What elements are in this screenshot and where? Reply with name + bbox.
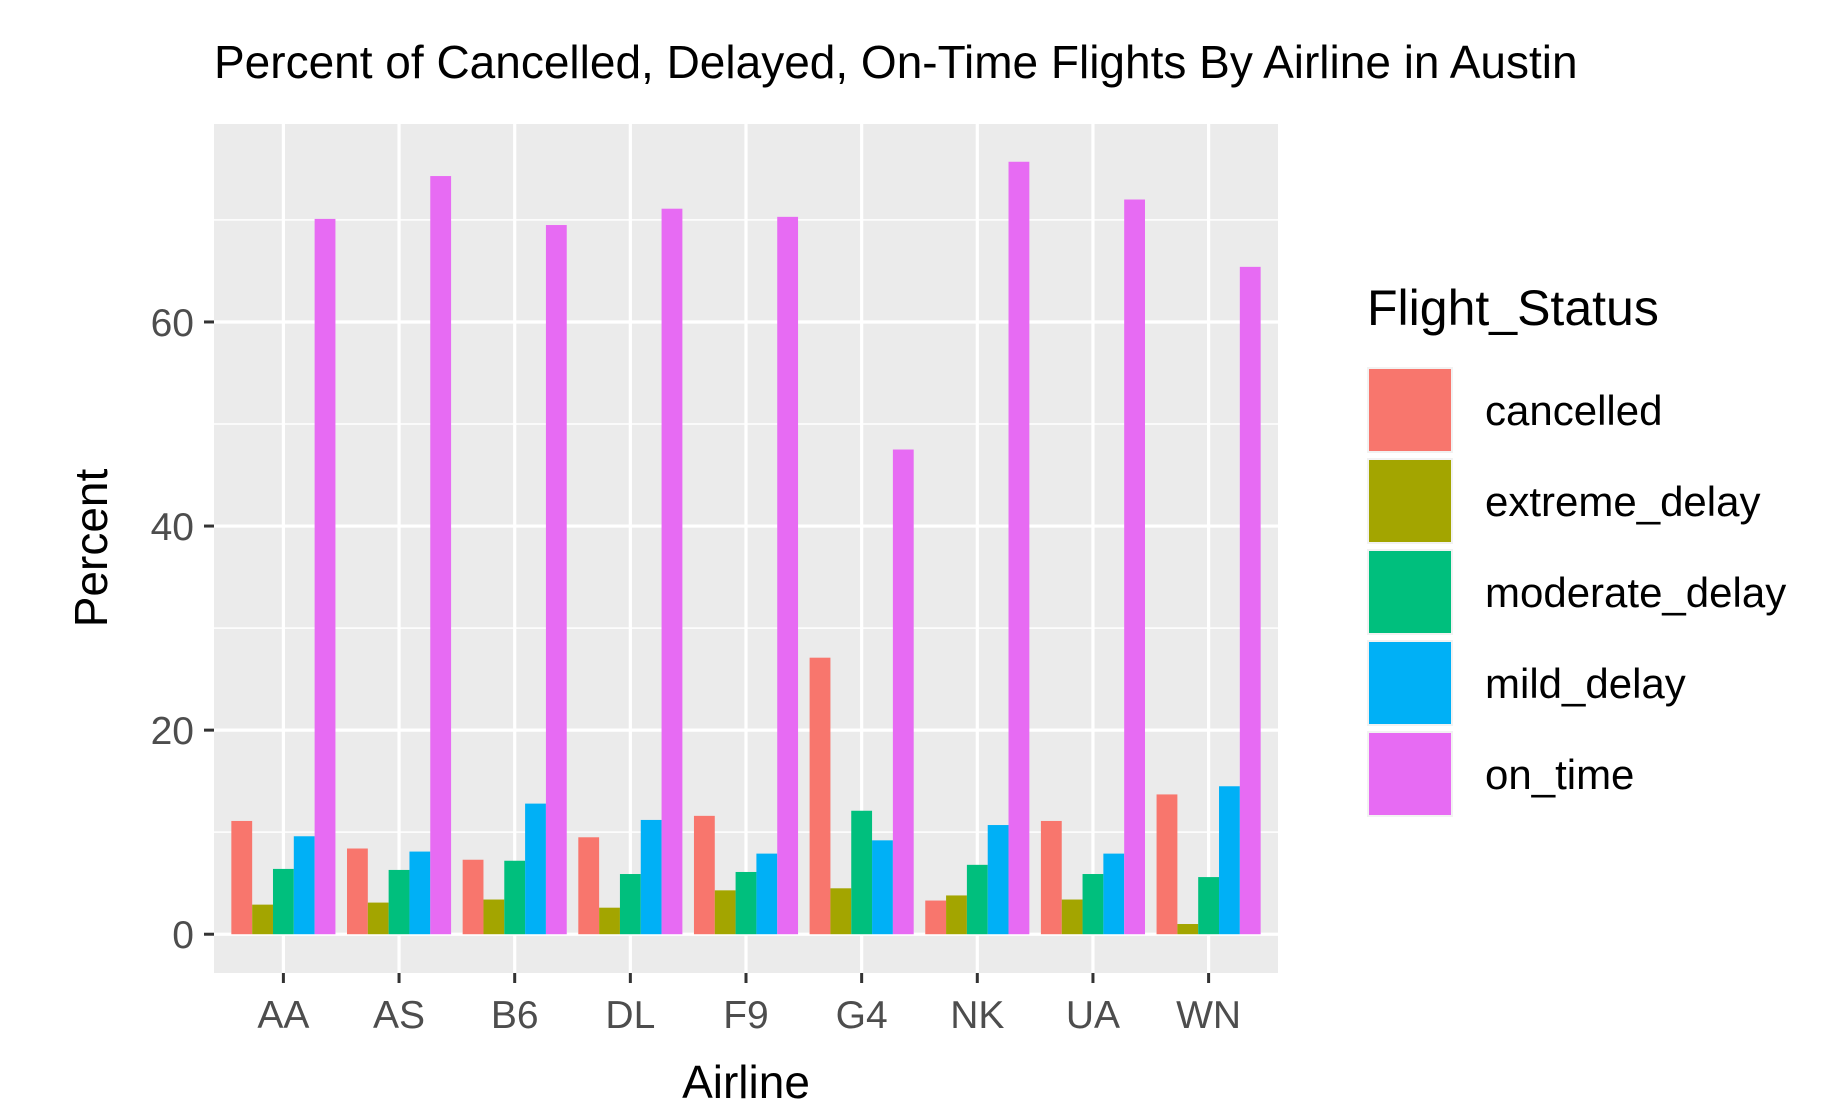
bar-mild_delay-B6 <box>525 803 546 935</box>
legend-key-cancelled <box>1369 369 1451 451</box>
x-axis-title: Airline <box>682 1056 810 1108</box>
x-tick-label: WN <box>1176 994 1241 1037</box>
legend-key-extreme_delay <box>1369 460 1451 542</box>
x-tick-label: AS <box>373 994 425 1037</box>
bar-on_time-B6 <box>545 225 567 935</box>
bar-extreme_delay-UA <box>1061 899 1083 935</box>
x-tick-label: F9 <box>723 994 769 1037</box>
y-tick-label: 40 <box>151 506 194 549</box>
grid <box>214 124 1278 973</box>
legend-label-extreme_delay: extreme_delay <box>1485 478 1760 525</box>
bar-on_time-AA <box>314 218 336 935</box>
bar-extreme_delay-G4 <box>830 888 852 935</box>
bar-on_time-NK <box>1008 161 1030 935</box>
bar-mild_delay-NK <box>987 825 1009 935</box>
legend-key-mild_delay <box>1369 642 1451 724</box>
legend-key-on_time <box>1369 733 1451 815</box>
bar-extreme_delay-NK <box>946 895 967 935</box>
bar-mild_delay-UA <box>1103 853 1125 935</box>
bar-cancelled-B6 <box>462 859 484 935</box>
x-tick-label: DL <box>605 994 655 1037</box>
x-tick-label: G4 <box>836 994 888 1037</box>
bar-cancelled-WN <box>1156 794 1178 935</box>
bar-mild_delay-DL <box>640 819 662 935</box>
x-tick-label: B6 <box>491 994 539 1037</box>
y-axis-title: Percent <box>65 469 117 628</box>
bar-on_time-DL <box>661 208 683 935</box>
bar-moderate_delay-UA <box>1082 874 1104 935</box>
bar-moderate_delay-DL <box>619 874 641 935</box>
bar-extreme_delay-AS <box>367 902 389 935</box>
bar-moderate_delay-G4 <box>851 810 873 935</box>
bar-moderate_delay-AS <box>388 869 410 935</box>
bar-mild_delay-F9 <box>756 853 778 935</box>
legend-label-cancelled: cancelled <box>1485 387 1662 434</box>
bar-moderate_delay-B6 <box>504 860 526 935</box>
bar-cancelled-DL <box>578 837 600 935</box>
chart-title: Percent of Cancelled, Delayed, On-Time F… <box>214 36 1578 88</box>
x-tick-label: AA <box>257 994 309 1037</box>
bar-extreme_delay-F9 <box>714 890 736 935</box>
x-tick-label: NK <box>950 994 1004 1037</box>
bar-mild_delay-AA <box>293 836 315 935</box>
bar-moderate_delay-WN <box>1198 877 1220 935</box>
bar-extreme_delay-WN <box>1177 924 1199 935</box>
bar-moderate_delay-F9 <box>735 871 757 935</box>
x-tick-label: UA <box>1066 994 1120 1037</box>
bar-mild_delay-G4 <box>872 840 893 935</box>
bar-moderate_delay-NK <box>966 864 988 935</box>
y-tick-label: 20 <box>151 710 194 753</box>
bar-on_time-UA <box>1124 199 1145 935</box>
y-tick-label: 0 <box>172 914 194 957</box>
x-axis: AA AS B6 DL F9 G4 NK UA WN <box>257 973 1241 1037</box>
bar-cancelled-F9 <box>693 815 715 935</box>
legend-title: Flight_Status <box>1367 280 1659 336</box>
bar-cancelled-AS <box>347 848 368 935</box>
y-axis: 0 20 40 60 <box>151 302 214 957</box>
legend: cancelled extreme_delay moderate_delaymild… <box>1367 367 1786 817</box>
bar-cancelled-G4 <box>809 657 831 935</box>
legend-label-mild_delay: mild_delay <box>1485 660 1686 707</box>
legend-label-on_time: on_time <box>1485 751 1634 798</box>
bar-cancelled-UA <box>1040 820 1062 935</box>
legend-label-moderate_delay: moderate_delay <box>1485 569 1786 616</box>
bars <box>231 161 1261 935</box>
bar-on_time-F9 <box>777 216 799 935</box>
bar-moderate_delay-AA <box>272 868 294 935</box>
bar-cancelled-AA <box>231 820 253 935</box>
bar-extreme_delay-B6 <box>483 899 505 935</box>
legend-key-moderate_delay <box>1369 551 1451 633</box>
y-tick-label: 60 <box>151 302 194 345</box>
bar-mild_delay-WN <box>1219 786 1240 935</box>
bar-extreme_delay-DL <box>599 907 620 935</box>
bar-cancelled-NK <box>925 900 947 935</box>
bar-mild_delay-AS <box>409 851 431 935</box>
bar-extreme_delay-AA <box>252 904 273 935</box>
bar-on_time-WN <box>1239 266 1261 935</box>
bar-on_time-G4 <box>892 449 914 935</box>
bar-on_time-AS <box>430 176 452 935</box>
